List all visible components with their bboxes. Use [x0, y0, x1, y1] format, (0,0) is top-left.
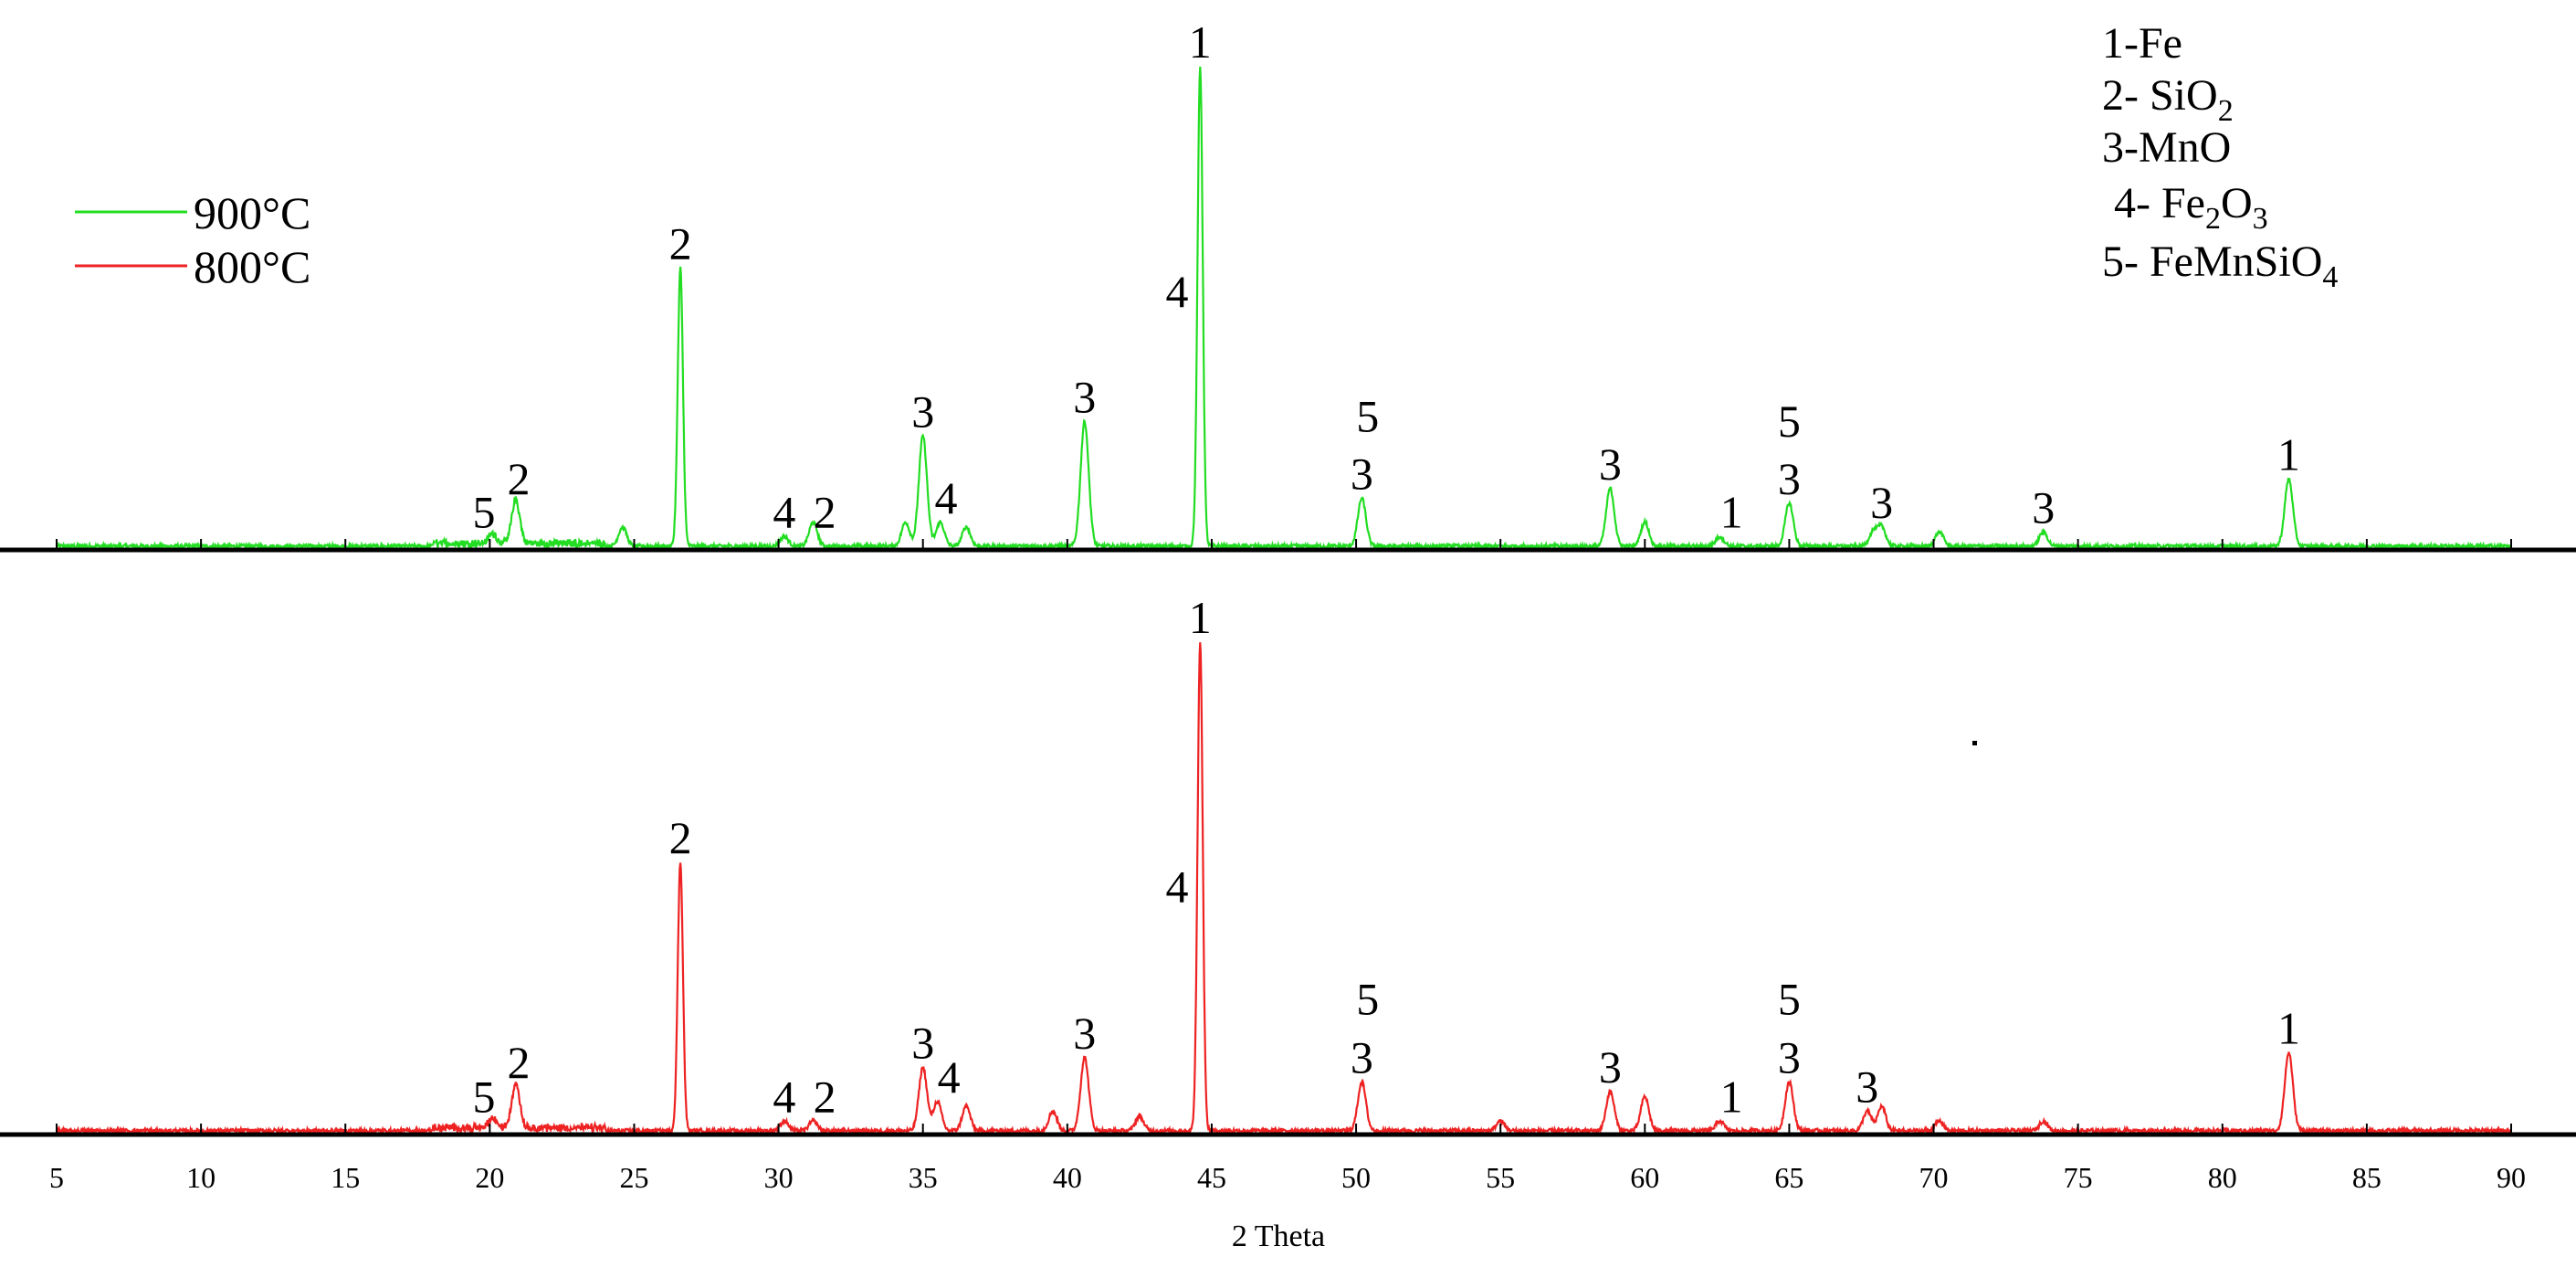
peak-label: 3 [1599, 1041, 1622, 1093]
x-tick-label: 90 [2497, 1161, 2526, 1194]
x-axis-top-panel [0, 539, 2576, 553]
legend-label-800c: 800°C [194, 241, 310, 292]
x-tick-label: 65 [1774, 1161, 1803, 1194]
peak-label: 4 [1165, 266, 1188, 317]
peak-label: 4 [773, 487, 795, 538]
peak-label: 1 [1720, 487, 1743, 538]
peak-label: 2 [669, 812, 692, 863]
x-tick-label: 60 [1630, 1161, 1659, 1194]
x-tick-label: 25 [619, 1161, 648, 1194]
x-tick-label: 45 [1197, 1161, 1226, 1194]
phase-key-entry: 4- Fe2O3 [2114, 179, 2268, 236]
x-axis-title: 2 Theta [1232, 1219, 1325, 1253]
peak-label: 5 [1778, 973, 1801, 1024]
x-tick-label: 15 [331, 1161, 360, 1194]
peak-label: 3 [1073, 372, 1096, 423]
peak-label: 2 [814, 487, 836, 538]
peak-label: 3 [1599, 438, 1622, 490]
x-tick-label: 70 [1919, 1161, 1949, 1194]
peak-label: 2 [814, 1071, 836, 1122]
peak-label: 1 [2277, 429, 2300, 480]
peak-label: 1 [1189, 16, 1212, 68]
panel-900c [55, 67, 2513, 553]
x-axis-bottom-panel [0, 1124, 2576, 1137]
x-tick-label: 5 [49, 1161, 64, 1194]
phase-key-entry: 3-MnO [2102, 123, 2231, 172]
x-tick-label: 55 [1486, 1161, 1515, 1194]
legend-label-900c: 900°C [194, 187, 310, 238]
phase-key-entry: 2- SiO2 [2102, 71, 2234, 128]
peak-label: 1 [2277, 1002, 2300, 1053]
x-tick-label: 40 [1053, 1161, 1082, 1194]
peak-label: 1 [1720, 1071, 1743, 1122]
peak-label: 4 [938, 1051, 961, 1103]
x-tick-label: 30 [764, 1161, 794, 1194]
series-line-800c [56, 642, 2513, 1137]
phase-key-entry: 5- FeMnSiO4 [2102, 238, 2338, 294]
peak-label: 2 [507, 1037, 530, 1088]
peak-label: 4 [1165, 861, 1188, 912]
peak-label: 3 [1856, 1061, 1878, 1113]
phase-key-entry: 1-Fe [2102, 19, 2182, 68]
x-tick-label: 50 [1341, 1161, 1371, 1194]
panel-800c [56, 642, 2513, 1137]
peak-label: 4 [773, 1071, 795, 1122]
x-tick-label: 80 [2208, 1161, 2237, 1194]
peak-label: 5 [1356, 973, 1379, 1024]
x-tick-label: 35 [909, 1161, 938, 1194]
peak-label: 3 [1778, 453, 1801, 504]
peak-label: 3 [1351, 1032, 1373, 1083]
peak-label: 5 [473, 487, 496, 538]
x-tick-label: 75 [2064, 1161, 2093, 1194]
peak-label: 3 [1073, 1008, 1096, 1059]
peak-label: 3 [911, 1017, 934, 1068]
peak-label: 5 [473, 1071, 496, 1122]
peak-label: 4 [935, 472, 958, 523]
peak-label: 3 [911, 385, 934, 437]
peak-label: 3 [2032, 481, 2055, 533]
peak-label: 5 [1778, 396, 1801, 447]
x-tick-label: 10 [186, 1161, 216, 1194]
peak-label: 2 [507, 453, 530, 504]
stray-dot [1972, 741, 1977, 745]
x-tick-labels: 5 10 15 20 25 30 35 40 45 50 55 60 65 70 75 80 85 90 [49, 1161, 2526, 1194]
peak-label: 3 [1870, 477, 1893, 528]
peak-label: 3 [1778, 1032, 1801, 1083]
x-tick-label: 85 [2352, 1161, 2381, 1194]
x-tick-label: 20 [475, 1161, 504, 1194]
series-line-900c [55, 67, 2513, 553]
peak-label: 5 [1356, 391, 1379, 442]
peak-label: 1 [1189, 592, 1212, 643]
peak-label: 3 [1351, 449, 1373, 500]
peak-label: 2 [669, 218, 692, 269]
legend: 900°C 800°C [75, 187, 310, 292]
